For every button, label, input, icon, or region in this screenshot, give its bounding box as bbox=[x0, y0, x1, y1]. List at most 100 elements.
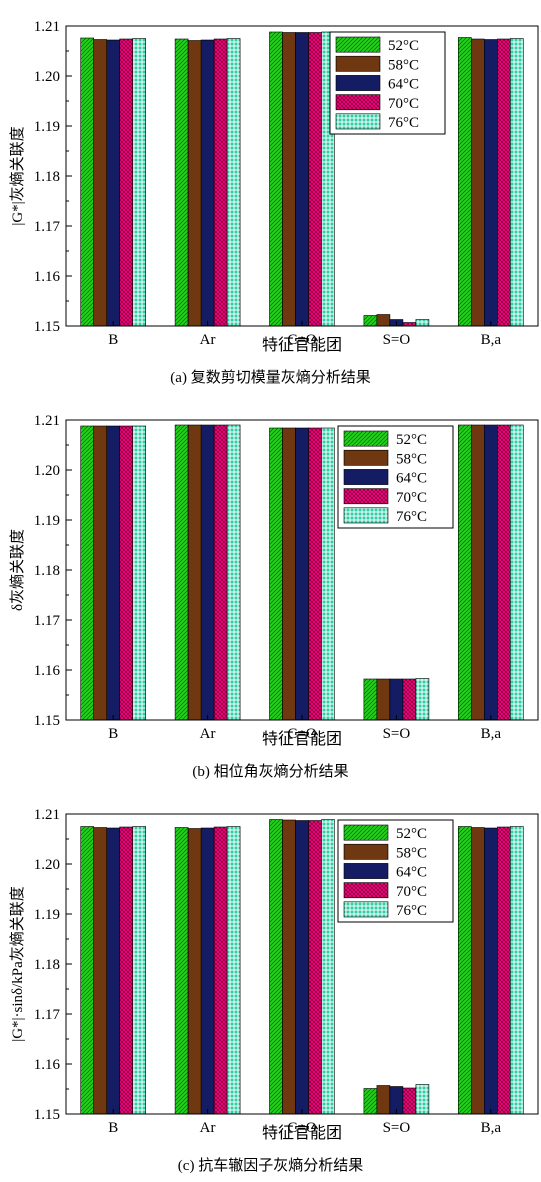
bar-B,a-70°C bbox=[496, 38, 511, 327]
y-tick-label: 1.15 bbox=[34, 713, 60, 729]
bar-B-76°C bbox=[132, 826, 146, 1115]
y-tick-label: 1.17 bbox=[34, 613, 61, 629]
legend-swatch bbox=[343, 449, 389, 466]
legend-label: 52°C bbox=[396, 432, 427, 448]
bar-C=O-76°C bbox=[321, 819, 335, 1115]
x-axis-label: 特征官能团 bbox=[262, 1124, 342, 1142]
bar-B,a-52°C bbox=[457, 37, 472, 327]
bar-B,a-70°C bbox=[496, 424, 511, 721]
chart-panel-b: 1.15 1.16 1.17 1.18 1.19 1.20 1.21 B Ar C=O S=O B,a… bbox=[0, 394, 541, 788]
bar-B,a-64°C bbox=[483, 39, 498, 327]
x-tick-label: B bbox=[108, 332, 118, 348]
bar-B-76°C bbox=[132, 425, 146, 721]
y-tick-label: 1.16 bbox=[34, 663, 61, 679]
legend: 52°C 58°C 64°C 70°C 76°C bbox=[337, 819, 454, 923]
y-tick-label: 1.20 bbox=[34, 69, 60, 85]
bar-S=O-58°C bbox=[376, 314, 391, 327]
bar-B-52°C bbox=[80, 425, 94, 721]
legend-label: 76°C bbox=[396, 903, 427, 919]
y-tick-label: 1.21 bbox=[34, 413, 60, 429]
legend-swatch bbox=[343, 488, 389, 505]
legend-swatch bbox=[343, 430, 389, 447]
bar-Ar-70°C bbox=[213, 424, 228, 721]
legend-label: 70°C bbox=[396, 490, 427, 506]
bar-B,a-58°C bbox=[470, 424, 485, 721]
bar-S=O-64°C bbox=[389, 678, 404, 721]
bar-B,a-76°C bbox=[509, 38, 524, 327]
bar-Ar-64°C bbox=[200, 827, 215, 1115]
bar-B-52°C bbox=[80, 37, 94, 327]
legend-swatch bbox=[343, 507, 389, 524]
legend-swatch bbox=[343, 901, 389, 918]
bar-C=O-58°C bbox=[282, 32, 296, 327]
legend-swatch bbox=[343, 824, 389, 841]
bar-Ar-58°C bbox=[187, 828, 202, 1115]
x-tick-label: Ar bbox=[200, 332, 216, 348]
y-tick-label: 1.15 bbox=[34, 319, 60, 335]
x-tick-label: Ar bbox=[200, 1120, 216, 1136]
x-axis-label: 特征官能团 bbox=[262, 730, 342, 748]
bar-S=O-70°C bbox=[402, 1087, 417, 1115]
bar-C=O-70°C bbox=[308, 32, 322, 327]
y-tick-label: 1.19 bbox=[34, 907, 60, 923]
bar-Ar-64°C bbox=[200, 39, 215, 327]
bar-C=O-76°C bbox=[321, 427, 335, 721]
legend-swatch bbox=[335, 94, 381, 111]
bar-C=O-58°C bbox=[282, 819, 296, 1115]
legend-label: 76°C bbox=[388, 115, 419, 131]
bar-C=O-70°C bbox=[308, 427, 322, 721]
legend-label: 58°C bbox=[396, 451, 427, 467]
y-tick-label: 1.18 bbox=[34, 957, 60, 973]
bar-Ar-70°C bbox=[213, 38, 228, 327]
x-tick-label: C=O bbox=[287, 726, 316, 742]
bar-B-58°C bbox=[93, 425, 107, 721]
bar-B-52°C bbox=[80, 826, 94, 1115]
bar-S=O-76°C bbox=[415, 678, 430, 721]
y-tick-label: 1.21 bbox=[34, 19, 60, 35]
y-tick-label: 1.18 bbox=[34, 563, 60, 579]
bar-Ar-52°C bbox=[174, 38, 189, 327]
bar-B,a-76°C bbox=[509, 826, 524, 1115]
chart-a-svg: 1.15 1.16 1.17 1.18 1.19 1.20 1.21 B Ar C=O S=O B,a… bbox=[9, 19, 539, 354]
y-tick-label: 1.17 bbox=[34, 219, 61, 235]
x-tick-label: S=O bbox=[383, 1120, 411, 1136]
bar-B-64°C bbox=[106, 425, 120, 721]
bar-B,a-64°C bbox=[483, 424, 498, 721]
bar-C=O-52°C bbox=[269, 427, 283, 721]
legend-label: 52°C bbox=[388, 38, 419, 54]
bar-B,a-76°C bbox=[509, 424, 524, 721]
y-axis-label: δ灰熵关联度 bbox=[9, 529, 26, 611]
x-tick-label: C=O bbox=[287, 1120, 316, 1136]
x-tick-label: B,a bbox=[481, 332, 502, 348]
legend-swatch bbox=[335, 36, 381, 53]
legend-label: 70°C bbox=[396, 884, 427, 900]
x-tick-label: B,a bbox=[481, 1120, 502, 1136]
bar-S=O-52°C bbox=[363, 678, 378, 721]
y-tick-label: 1.19 bbox=[34, 119, 60, 135]
legend-swatch bbox=[335, 113, 381, 130]
chart-panel-a: 1.15 1.16 1.17 1.18 1.19 1.20 1.21 B Ar C=O S=O B,a… bbox=[0, 0, 541, 394]
legend-label: 64°C bbox=[388, 77, 419, 93]
x-tick-label: B,a bbox=[481, 726, 502, 742]
bar-B,a-64°C bbox=[483, 827, 498, 1115]
bar-S=O-70°C bbox=[402, 678, 417, 721]
bar-Ar-58°C bbox=[187, 40, 202, 327]
bar-B,a-70°C bbox=[496, 826, 511, 1115]
bar-Ar-64°C bbox=[200, 424, 215, 721]
y-axis-label: |G*|灰熵关联度 bbox=[9, 126, 26, 225]
y-axis-label: |G*|·sinδ/kPa灰熵关联度 bbox=[9, 886, 26, 1042]
chart-panel-c: 1.15 1.16 1.17 1.18 1.19 1.20 1.21 B Ar C=O S=O B,a… bbox=[0, 788, 541, 1182]
legend-swatch bbox=[335, 75, 381, 91]
y-tick-label: 1.15 bbox=[34, 1107, 60, 1123]
x-tick-label: B bbox=[108, 726, 118, 742]
chart-c-svg: 1.15 1.16 1.17 1.18 1.19 1.20 1.21 B Ar C=O S=O B,a… bbox=[9, 807, 539, 1142]
bar-B,a-52°C bbox=[457, 826, 472, 1115]
bar-C=O-64°C bbox=[295, 427, 309, 721]
y-tick-label: 1.16 bbox=[34, 269, 61, 285]
chart-b-svg: 1.15 1.16 1.17 1.18 1.19 1.20 1.21 B Ar C=O S=O B,a… bbox=[9, 413, 539, 748]
legend-swatch bbox=[343, 469, 389, 485]
bar-Ar-76°C bbox=[226, 826, 241, 1115]
bar-C=O-52°C bbox=[269, 31, 283, 327]
bar-S=O-52°C bbox=[363, 1088, 378, 1115]
bar-Ar-76°C bbox=[226, 424, 241, 721]
